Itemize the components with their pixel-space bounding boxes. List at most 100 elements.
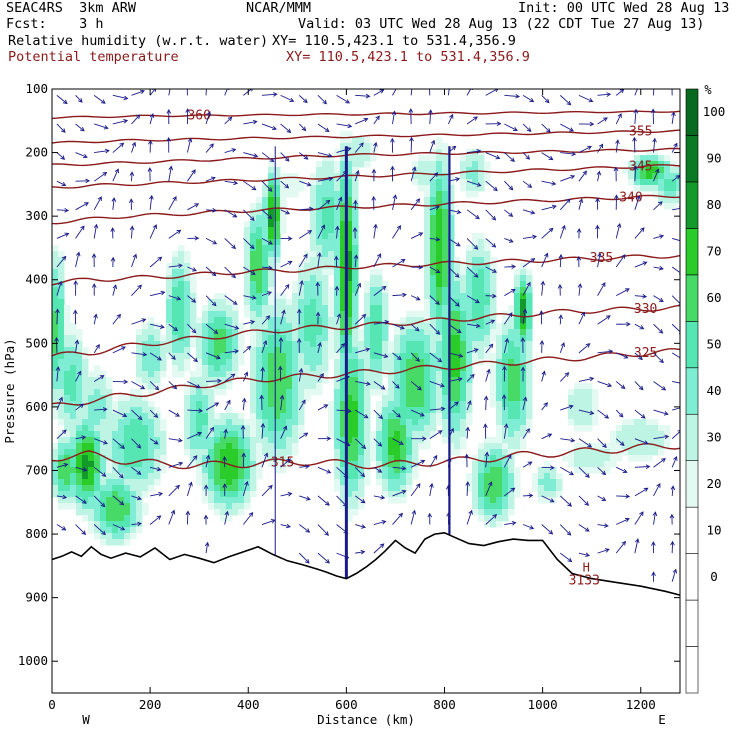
rh-cell	[472, 173, 479, 180]
wind-vector-head	[74, 339, 80, 345]
wind-vector	[206, 209, 217, 212]
rh-cell	[436, 287, 443, 294]
rh-cell	[322, 239, 329, 246]
rh-cell	[484, 281, 491, 288]
rh-cell	[478, 179, 485, 186]
rh-cell	[412, 323, 419, 330]
rh-cell	[376, 443, 383, 450]
rh-cell	[148, 419, 155, 426]
rh-cell	[442, 437, 449, 444]
rh-cell	[250, 281, 257, 288]
rh-cell	[664, 155, 671, 162]
wind-vector-head	[411, 509, 417, 515]
rh-cell	[358, 443, 365, 450]
wind-vector-head	[604, 523, 609, 528]
rh-cell	[430, 323, 437, 330]
rh-cell	[52, 461, 59, 468]
rh-cell	[424, 227, 431, 234]
wind-vector-head	[61, 526, 67, 531]
wind-vector-head	[191, 328, 197, 334]
rh-cell	[556, 491, 563, 498]
rh-cell	[586, 461, 593, 468]
rh-cell	[202, 437, 209, 444]
rh-cell	[490, 365, 497, 372]
wind-vector	[634, 227, 645, 239]
rh-cell	[178, 299, 185, 306]
rh-cell	[580, 401, 587, 408]
wind-vector	[131, 438, 141, 449]
rh-cell	[382, 467, 389, 474]
rh-cell	[346, 377, 353, 384]
theta-contour-335	[52, 254, 680, 286]
rh-cell	[352, 161, 359, 168]
rh-cell	[310, 221, 317, 228]
rh-cell	[412, 311, 419, 318]
wind-vector	[224, 89, 228, 96]
rh-cell	[82, 353, 89, 360]
rh-cell	[334, 251, 341, 258]
rh-cell	[388, 395, 395, 402]
rh-cell	[208, 359, 215, 366]
wind-vector	[75, 152, 88, 158]
rh-cell	[328, 323, 335, 330]
rh-cell	[340, 401, 347, 408]
rh-cell	[256, 437, 263, 444]
wind-vector	[205, 89, 207, 96]
rh-cell	[388, 365, 395, 372]
rh-cell	[346, 185, 353, 192]
rh-cell	[58, 341, 65, 348]
rh-cell	[274, 311, 281, 318]
wind-vector-head	[141, 318, 147, 323]
rh-cell	[208, 323, 215, 330]
rh-cell	[142, 347, 149, 354]
rh-cell	[172, 323, 179, 330]
wind-vector-head	[299, 280, 304, 285]
wind-vector-head	[484, 451, 490, 457]
rh-cell	[508, 323, 515, 330]
rh-cell	[166, 299, 173, 306]
rh-cell	[460, 269, 467, 276]
wind-vector-head	[243, 371, 249, 377]
wind-vector-head	[597, 252, 602, 258]
wind-vector-head	[355, 169, 360, 175]
rh-cell	[466, 383, 473, 390]
wind-vector-head	[392, 194, 398, 200]
wind-vector-head	[564, 372, 570, 377]
wind-vector	[597, 438, 607, 448]
rh-cell	[442, 215, 449, 222]
wind-vector	[187, 432, 202, 440]
rh-cell	[442, 419, 449, 426]
rh-cell	[436, 167, 443, 174]
rh-cell	[466, 269, 473, 276]
wind-vector-head	[449, 113, 454, 119]
wind-vector-head	[251, 295, 257, 300]
theta-contour-330	[52, 304, 680, 357]
wind-vector-head	[510, 487, 516, 493]
rh-cell	[496, 473, 503, 480]
rh-cell	[196, 365, 203, 372]
rh-cell	[340, 347, 347, 354]
wind-vector-head	[136, 443, 142, 449]
rh-cell	[148, 485, 155, 492]
rh-cell	[256, 443, 263, 450]
rh-cell	[460, 425, 467, 432]
rh-cell	[370, 335, 377, 342]
rh-cell	[196, 359, 203, 366]
rh-cell	[346, 431, 353, 438]
wind-vector-head	[112, 284, 118, 290]
wind-vector-head	[539, 310, 544, 315]
rh-cell	[646, 185, 653, 192]
rh-cell	[298, 329, 305, 336]
rh-cell	[424, 161, 431, 168]
rh-cell	[496, 383, 503, 390]
rh-cell	[490, 395, 497, 402]
wind-vector	[187, 352, 198, 362]
rh-cell	[352, 155, 359, 162]
rh-cell	[208, 491, 215, 498]
rh-cell	[298, 353, 305, 360]
rh-cell	[280, 359, 287, 366]
rh-cell	[460, 161, 467, 168]
rh-cell	[436, 137, 443, 144]
rh-cell	[238, 359, 245, 366]
rh-cell	[106, 539, 113, 546]
